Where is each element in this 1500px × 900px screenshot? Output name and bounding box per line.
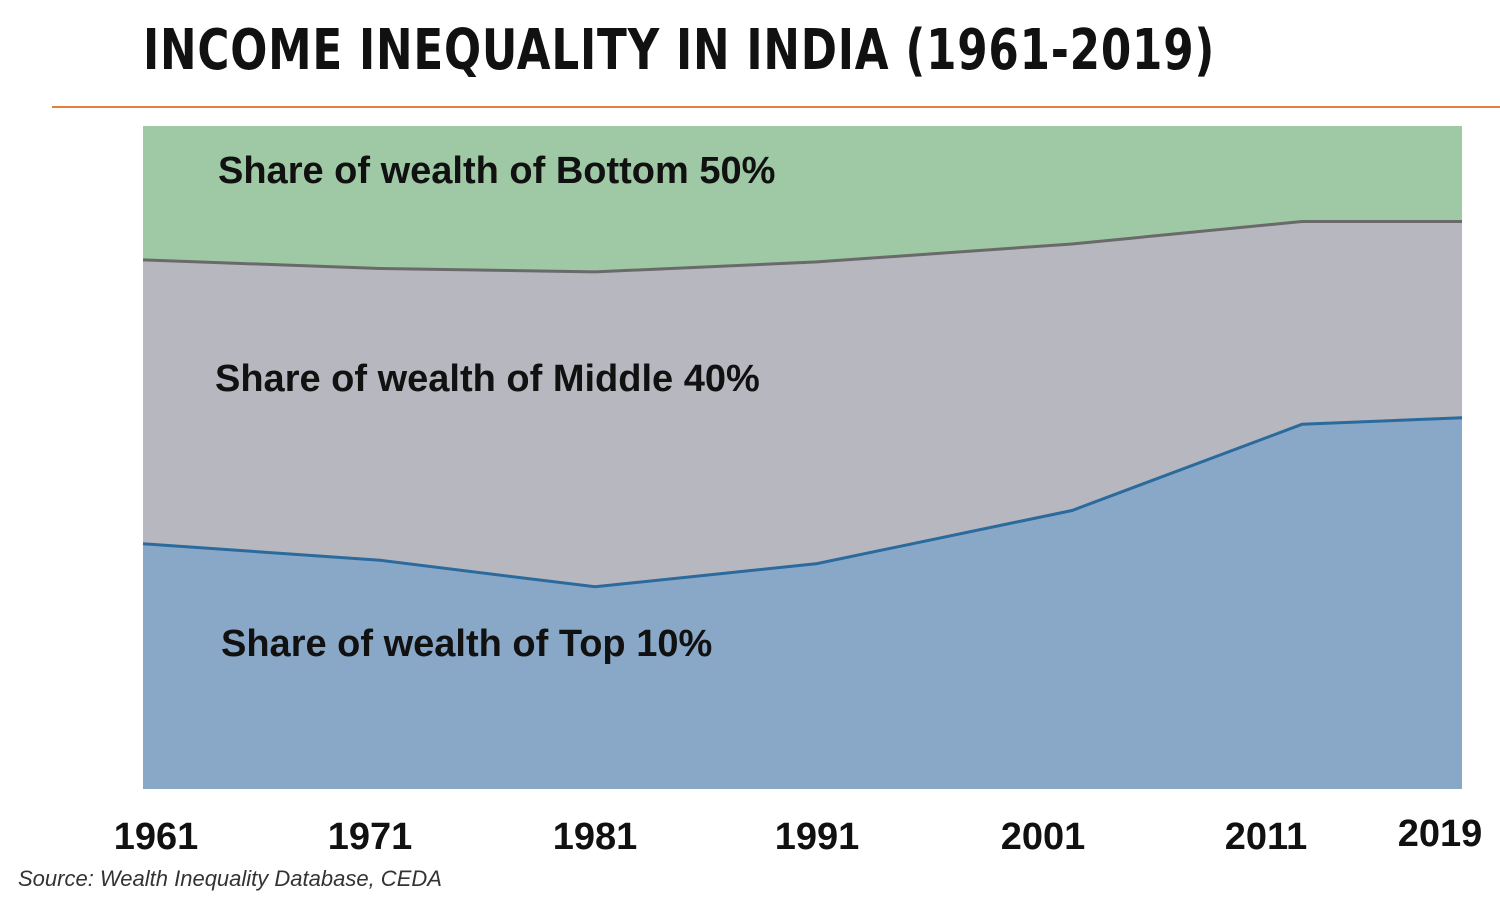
x-tick-label: 2011: [1225, 816, 1307, 858]
label-bottom-50: Share of wealth of Bottom 50%: [218, 150, 775, 192]
area-share-of-wealth-of-middle-40: [143, 221, 1462, 587]
source-note: Source: Wealth Inequality Database, CEDA: [18, 866, 442, 891]
boundary-line-1: [142, 416, 1463, 589]
x-axis-ticks: 1961 1971 1981 1991 2001 2011 2019: [114, 813, 1483, 858]
x-tick-label: 1971: [328, 816, 413, 858]
x-tick-label: 2019: [1398, 813, 1483, 855]
boundary-lines: [142, 220, 1463, 589]
area-share-of-wealth-of-top-10: [143, 417, 1462, 789]
chart-title: INCOME INEQUALITY IN INDIA (1961-2019): [143, 18, 1216, 83]
x-tick-label: 1961: [114, 816, 199, 858]
x-tick-label: 1991: [775, 816, 860, 858]
label-middle-40: Share of wealth of Middle 40%: [215, 358, 760, 400]
x-tick-label: 1981: [553, 816, 638, 858]
title-divider: [52, 106, 1500, 108]
boundary-line-2: [142, 220, 1462, 274]
x-tick-label: 2001: [1001, 816, 1086, 858]
area-share-of-wealth-of-bottom-50: [143, 126, 1462, 272]
label-top-10: Share of wealth of Top 10%: [221, 623, 712, 665]
area-layers: [143, 126, 1462, 789]
